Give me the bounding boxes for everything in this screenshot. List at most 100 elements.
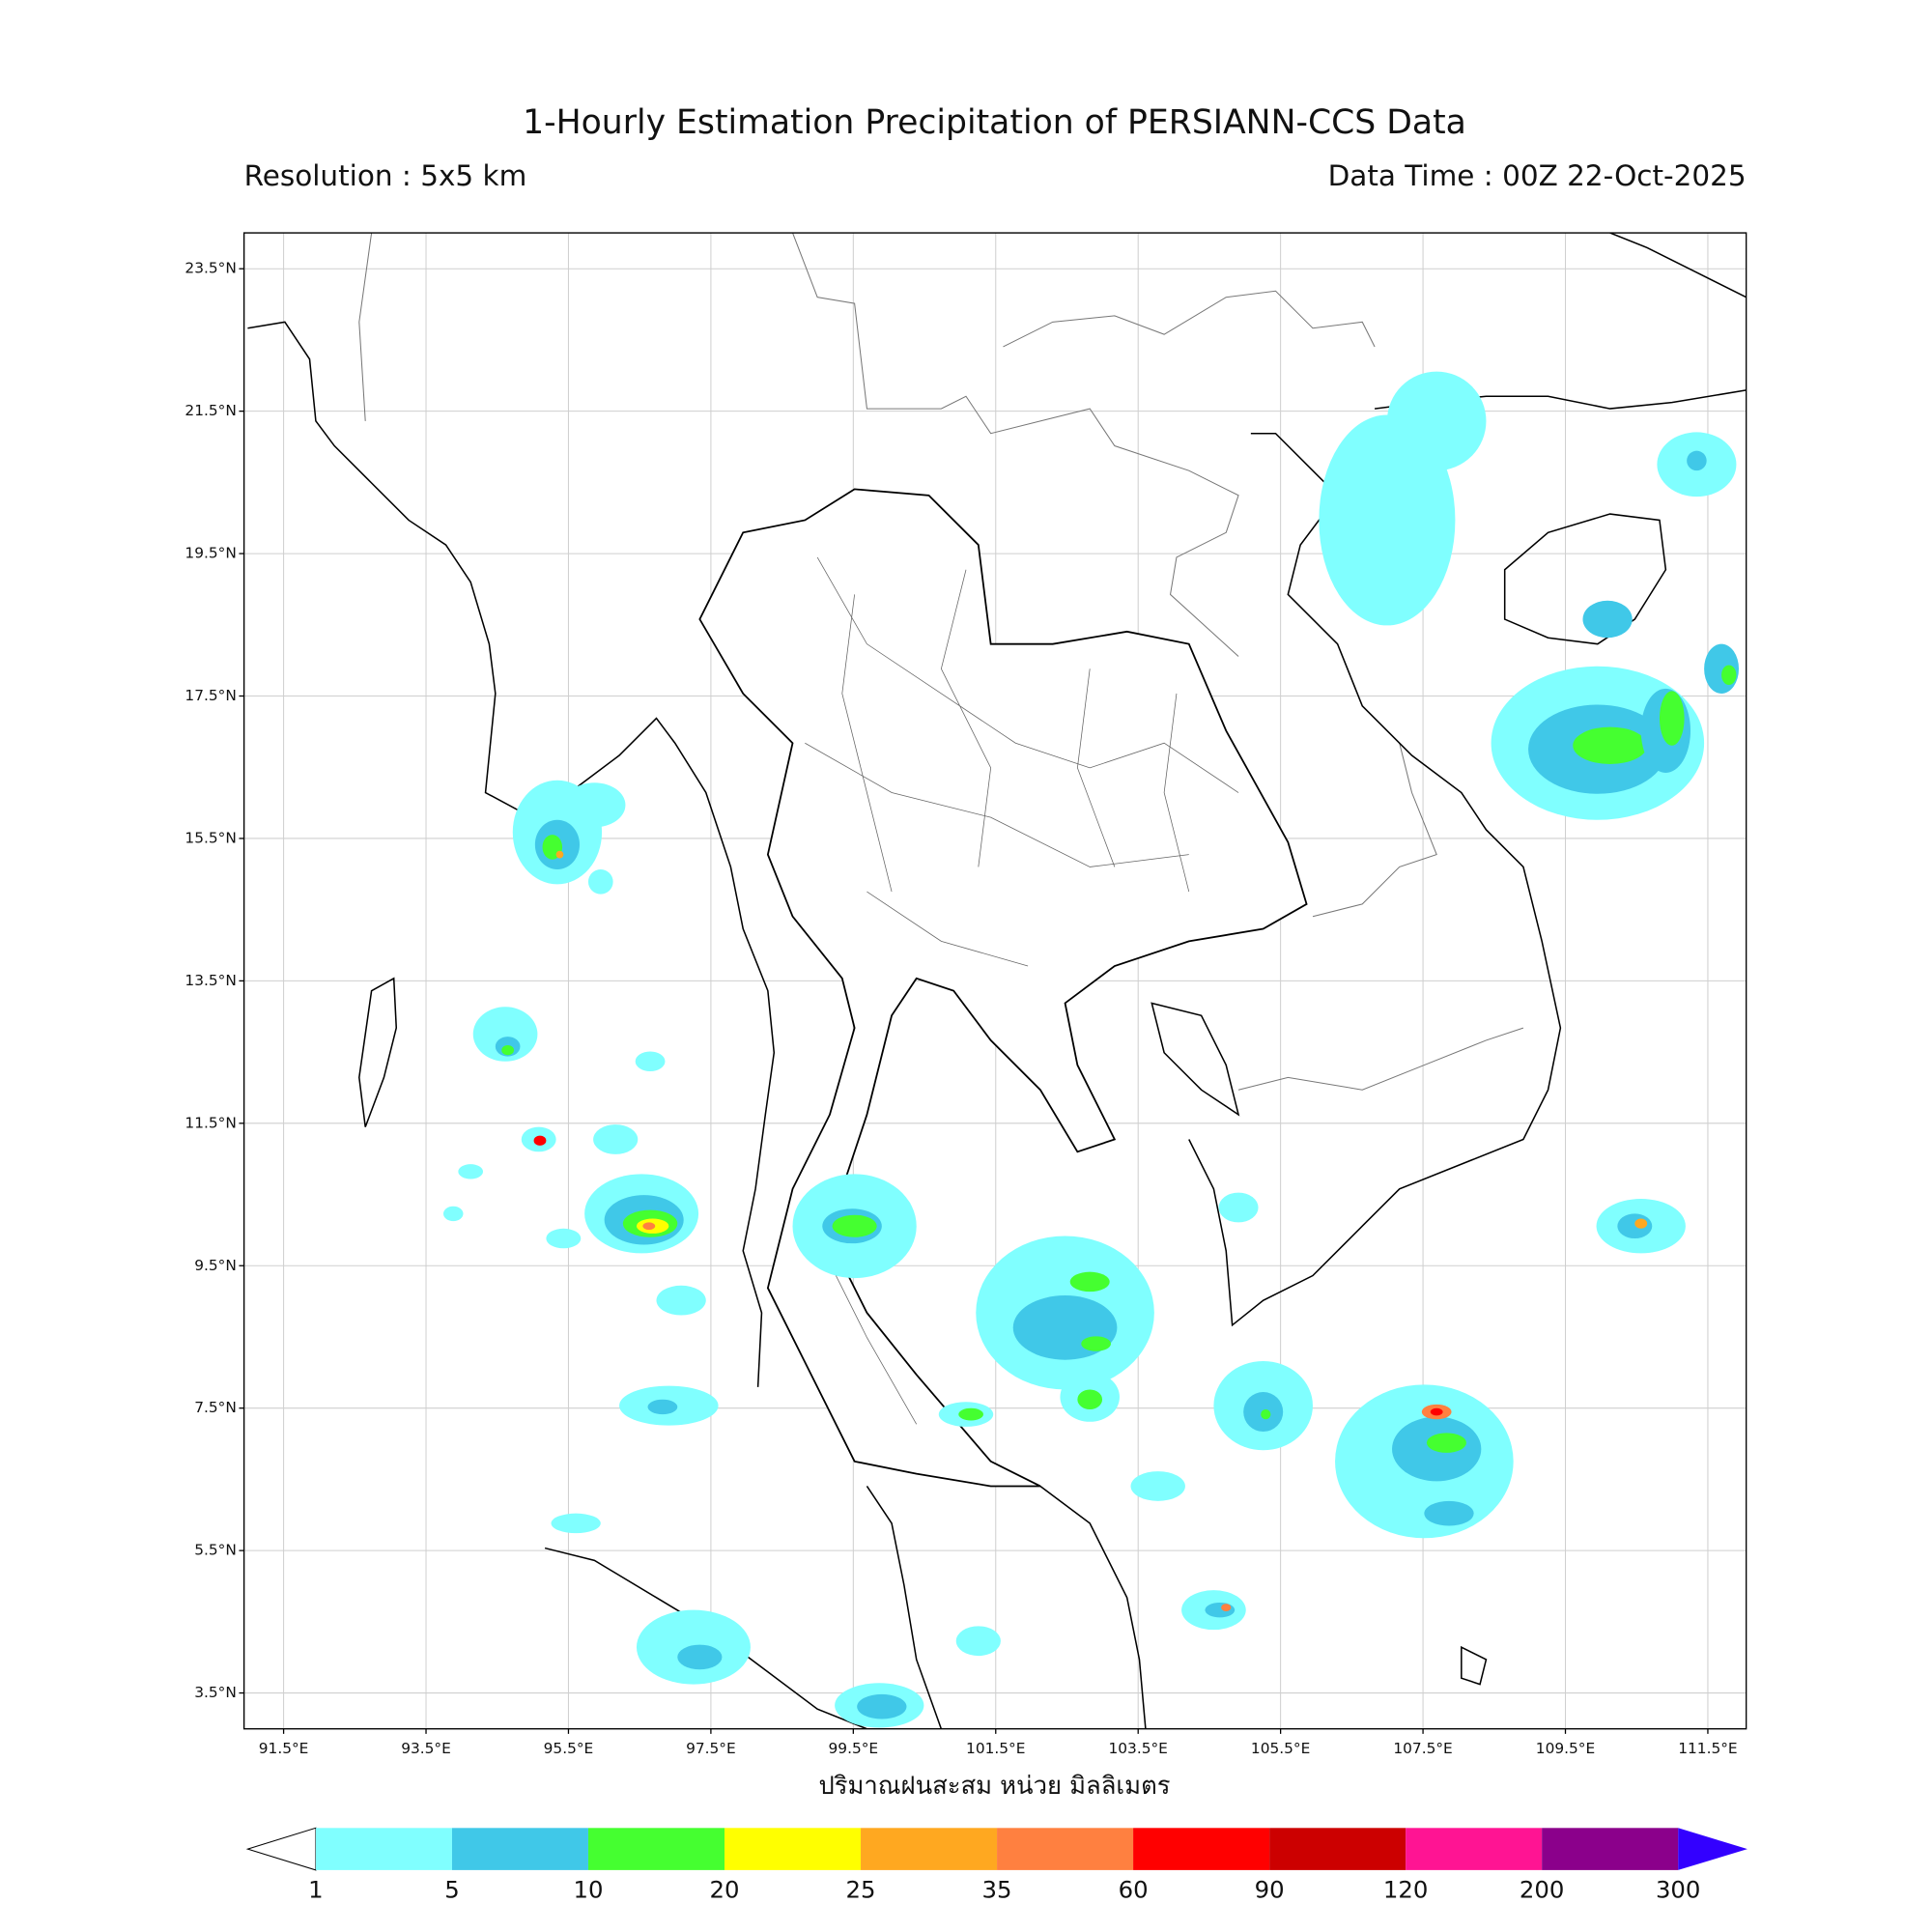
rain-area <box>442 1206 464 1222</box>
rain-area <box>1077 1389 1103 1409</box>
rain-area <box>1424 1500 1474 1526</box>
rain-area <box>472 1007 538 1062</box>
rain-area <box>656 1285 706 1316</box>
coastline <box>358 977 1488 1686</box>
rain-area <box>1130 1471 1185 1501</box>
rain-area <box>677 1644 723 1670</box>
rain-area <box>1261 1408 1271 1420</box>
rain-area <box>1721 665 1737 685</box>
rain-area <box>1081 1336 1111 1351</box>
borders <box>358 233 1524 1091</box>
rain-area <box>857 1693 907 1719</box>
rain-area <box>563 782 626 828</box>
province-lines <box>805 556 1239 1425</box>
map <box>243 233 1747 1729</box>
coastline <box>1609 233 1747 298</box>
colorbar-label: 10 <box>573 1876 603 1904</box>
rain-area <box>871 1195 912 1220</box>
rain-area <box>551 1513 601 1534</box>
colorbar-label: 120 <box>1383 1876 1428 1904</box>
rain-area <box>1659 691 1685 746</box>
lat-tick-label: 5.5°N <box>194 1542 237 1559</box>
colorbar-box <box>315 1828 452 1870</box>
border <box>1003 290 1376 348</box>
lon-tick-label: 111.5°E <box>1678 1740 1737 1757</box>
lon-tick-label: 103.5°E <box>1108 1740 1167 1757</box>
lon-tick-label: 107.5°E <box>1393 1740 1452 1757</box>
lon-tick-label: 95.5°E <box>544 1740 594 1757</box>
colorbar-box <box>451 1828 588 1870</box>
axis-labels: 23.5°N 21.5°N 19.5°N 17.5°N 15.5°N 13.5°N 11.5… <box>185 260 1737 1757</box>
lon-tick-label: 105.5°E <box>1251 1740 1310 1757</box>
rain-area <box>1687 450 1707 471</box>
rain-area <box>1426 1433 1466 1453</box>
lat-tick-label: 19.5°N <box>185 545 236 562</box>
coastline <box>866 1485 1147 1729</box>
border <box>1237 1027 1524 1091</box>
colorbar: 1 5 10 20 25 35 60 90 120 200 300 <box>245 1827 1747 1904</box>
colorbar-box <box>1269 1828 1406 1870</box>
data-time: Data Time : 00Z 22-Oct-2025 <box>1328 159 1747 192</box>
coastline <box>247 321 776 1387</box>
colorbar-box <box>997 1828 1134 1870</box>
colorbar-label: 25 <box>846 1876 876 1904</box>
lon-tick-label: 101.5°E <box>966 1740 1025 1757</box>
lat-tick-label: 13.5°N <box>185 972 236 989</box>
lat-tick-label: 9.5°N <box>194 1257 237 1274</box>
lat-tick-label: 21.5°N <box>185 402 236 419</box>
rain-area <box>1573 726 1648 765</box>
colorbar-box <box>724 1828 862 1870</box>
colorbar-box <box>587 1828 724 1870</box>
coastline <box>1503 513 1667 645</box>
lon-tick-label: 99.5°E <box>829 1740 879 1757</box>
lat-tick-label: 3.5°N <box>194 1684 237 1701</box>
rain-area <box>587 869 613 895</box>
lon-tick-label: 97.5°E <box>686 1740 736 1757</box>
colorbar-label: 60 <box>1119 1876 1149 1904</box>
rain-area <box>1205 1602 1236 1618</box>
colorbar-box <box>1133 1828 1270 1870</box>
rain-area <box>1069 1271 1110 1293</box>
graticule <box>243 233 1747 1729</box>
colorbar-box <box>861 1828 998 1870</box>
lat-tick-label: 15.5°N <box>185 829 236 846</box>
border <box>1312 743 1437 918</box>
resolution: Resolution : 5x5 km <box>244 159 527 192</box>
rain-area <box>635 1051 666 1071</box>
lat-tick-label: 11.5°N <box>185 1114 236 1131</box>
lat-tick-label: 23.5°N <box>185 260 236 277</box>
rain-area <box>1218 1192 1259 1223</box>
colorbar-label: 300 <box>1656 1876 1700 1904</box>
title: 1-Hourly Estimation Precipitation of PER… <box>523 103 1466 142</box>
rain-area <box>642 1222 656 1231</box>
colorbar-box <box>1542 1828 1679 1870</box>
lon-tick-label: 91.5°E <box>259 1740 309 1757</box>
colorbar-box <box>1406 1828 1543 1870</box>
rain-areas <box>442 371 1739 1728</box>
rain-area <box>958 1407 983 1421</box>
lon-tick-label: 93.5°E <box>401 1740 451 1757</box>
x-axis-label: ปริมาณฝนสะสม หน่วย มิลลิเมตร <box>818 1772 1170 1801</box>
rain-area <box>546 1228 582 1249</box>
rain-area <box>555 850 564 859</box>
rain-area <box>647 1399 678 1415</box>
border <box>792 233 1239 657</box>
border <box>358 233 373 421</box>
rain-area <box>1221 1604 1232 1611</box>
colorbar-label: 5 <box>444 1876 460 1904</box>
rain-area <box>593 1124 639 1154</box>
colorbar-over <box>1678 1828 1747 1870</box>
rain-area <box>1582 600 1633 639</box>
rain-area <box>955 1626 1001 1657</box>
coastline <box>1151 1002 1240 1117</box>
rain-area <box>1430 1407 1443 1416</box>
rain-area <box>832 1214 877 1237</box>
rain-area <box>458 1164 483 1179</box>
colorbar-label: 200 <box>1520 1876 1564 1904</box>
lon-tick-label: 109.5°E <box>1536 1740 1595 1757</box>
lat-tick-label: 7.5°N <box>194 1399 237 1416</box>
rain-area <box>1617 1213 1653 1239</box>
rain-area <box>501 1045 515 1056</box>
colorbar-under <box>245 1827 317 1871</box>
